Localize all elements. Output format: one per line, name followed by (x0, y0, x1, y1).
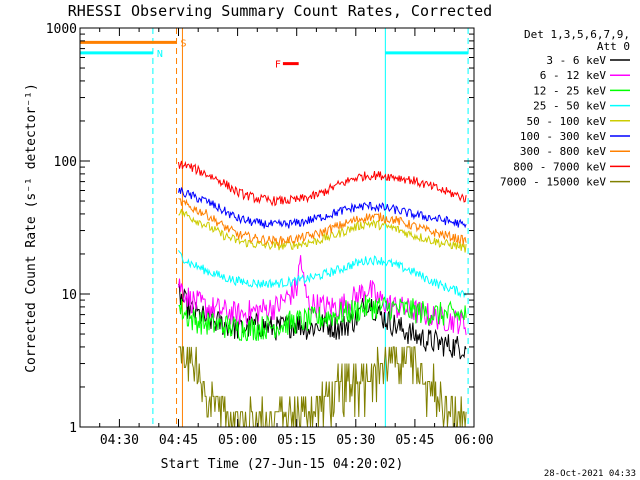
legend-label-0: 3 - 6 keV (546, 54, 606, 67)
y-axis: 1 10 100 1000 (46, 22, 474, 436)
legend-header-line-1: Att 0 (597, 40, 630, 53)
x-axis: 04:30 04:45 05:00 05:15 05:30 05:45 06:00 (99, 28, 494, 448)
series-line-2 (178, 294, 467, 342)
chart-title: RHESSI Observing Summary Count Rates, Co… (68, 2, 492, 20)
legend-label-3: 25 - 50 keV (533, 100, 606, 113)
legend-label-4: 50 - 100 keV (527, 115, 607, 128)
x-tick-label-1: 04:45 (159, 433, 198, 448)
legend: Det 1,3,5,6,7,9,Att 03 - 6 keV 6 - 12 keV… (500, 28, 630, 189)
y-axis-label: Corrected Count Rate (s⁻¹ detector⁻¹) (24, 83, 39, 373)
legend-label-1: 6 - 12 keV (540, 69, 607, 82)
x-tick-label-2: 05:00 (218, 433, 257, 448)
plot-area: S N F (79, 28, 469, 428)
y-tick-label-3: 1000 (46, 22, 77, 37)
flag-label-0: S (181, 38, 187, 49)
footer-timestamp: 28-Oct-2021 04:33 (544, 469, 636, 479)
x-tick-label-0: 04:30 (100, 433, 139, 448)
series-line-6 (178, 198, 467, 247)
x-tick-label-3: 05:15 (277, 433, 316, 448)
y-tick-label-0: 1 (69, 421, 77, 436)
legend-label-7: 800 - 7000 keV (513, 160, 606, 173)
legend-label-5: 100 - 300 keV (520, 130, 606, 143)
series-line-8 (178, 346, 467, 428)
legend-header-line-0: Det 1,3,5,6,7,9, (524, 28, 630, 41)
legend-label-6: 300 - 800 keV (520, 145, 606, 158)
series-line-7 (178, 160, 467, 207)
x-axis-label: Start Time (27-Jun-15 04:20:02) (161, 457, 404, 472)
legend-label-8: 7000 - 15000 keV (500, 176, 606, 189)
x-tick-label-6: 06:00 (454, 433, 493, 448)
series-line-5 (178, 187, 467, 229)
flag-label-1: N (157, 49, 163, 60)
x-tick-label-5: 05:45 (395, 433, 434, 448)
x-tick-label-4: 05:30 (336, 433, 375, 448)
series-line-0 (178, 283, 467, 360)
flag-label-3: F (275, 60, 281, 71)
y-tick-label-2: 100 (54, 155, 77, 170)
y-tick-label-1: 10 (61, 288, 77, 303)
series-line-3 (178, 250, 467, 299)
series-line-4 (178, 208, 467, 253)
legend-label-2: 12 - 25 keV (533, 84, 606, 97)
